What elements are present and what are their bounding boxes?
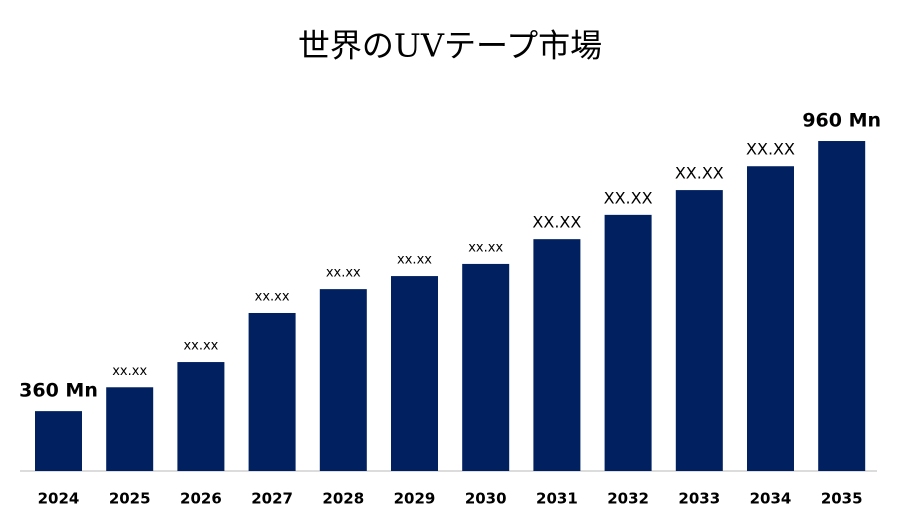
x-tick-label: 2025 xyxy=(109,490,151,508)
value-label: xx.xx xyxy=(183,339,218,354)
chart-title: 世界のUVテープ市場 xyxy=(298,27,602,65)
value-label: xx.xx xyxy=(112,364,147,379)
x-tick-label: 2024 xyxy=(38,490,80,508)
value-label: 360 Mn xyxy=(19,380,98,402)
x-tick-label: 2028 xyxy=(322,490,364,508)
x-tick-label: 2033 xyxy=(678,490,720,508)
value-label: xx.xx xyxy=(255,289,290,304)
bar xyxy=(177,362,225,471)
bar xyxy=(462,263,510,471)
bar xyxy=(533,239,581,471)
value-label: 960 Mn xyxy=(802,110,881,132)
value-label: xx.xx xyxy=(468,240,503,255)
value-label: XX.XX xyxy=(604,188,653,207)
bar xyxy=(818,141,866,471)
value-label: xx.xx xyxy=(397,253,432,268)
bar xyxy=(675,190,723,472)
x-tick-label: 2027 xyxy=(251,490,293,508)
bar xyxy=(747,166,794,471)
x-tick-label: 2035 xyxy=(821,490,863,508)
x-tick-label: 2029 xyxy=(394,490,436,508)
value-label: XX.XX xyxy=(746,140,795,159)
value-label: XX.XX xyxy=(532,213,581,232)
bar xyxy=(248,312,296,471)
x-tick-label: 2026 xyxy=(180,490,222,508)
value-label: XX.XX xyxy=(675,164,724,183)
x-tick-label: 2032 xyxy=(607,490,649,508)
value-label: xx.xx xyxy=(326,266,361,281)
bar xyxy=(106,387,154,471)
x-tick-label: 2031 xyxy=(536,490,578,508)
bar xyxy=(319,289,367,471)
x-tick-label: 2034 xyxy=(750,490,792,508)
bar xyxy=(604,214,652,471)
bar xyxy=(35,411,82,471)
x-tick-label: 2030 xyxy=(465,490,507,508)
bar xyxy=(391,276,438,471)
